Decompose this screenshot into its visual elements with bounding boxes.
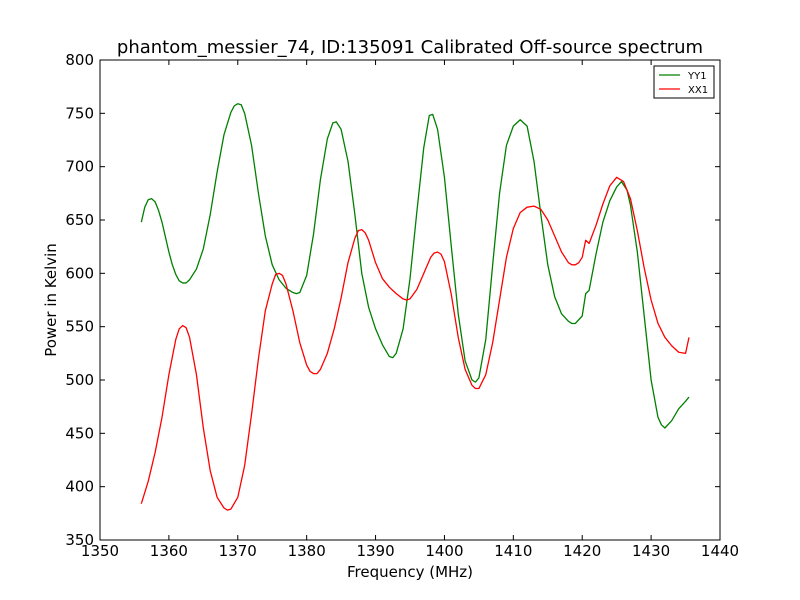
x-axis-label: Frequency (MHz) <box>347 563 473 581</box>
y-axis-label: Power in Kelvin <box>42 243 60 357</box>
x-tick-label: 1430 <box>632 542 670 560</box>
x-tick-label: 1380 <box>288 542 326 560</box>
legend-label-xx1: XX1 <box>688 85 708 96</box>
plot-area: 1350 1360 1370 1380 1390 1400 1410 1420 1430 1440… <box>65 51 739 560</box>
series-line-xx1 <box>140 176 690 511</box>
x-tick-label: 1360 <box>150 542 188 560</box>
x-tick-label: 1410 <box>494 542 532 560</box>
y-tick-label: 800 <box>65 51 94 69</box>
x-tick-label: 1390 <box>356 542 394 560</box>
y-tick-label: 350 <box>65 531 94 549</box>
legend-label-yy1: YY1 <box>687 71 707 82</box>
legend-box <box>653 65 715 99</box>
y-tick-label: 650 <box>65 211 94 229</box>
x-tick-label: 1440 <box>701 542 739 560</box>
series-line-yy1 <box>140 103 690 429</box>
x-tick-label: 1420 <box>563 542 601 560</box>
axes-frame <box>99 59 721 541</box>
y-tick-label: 600 <box>65 264 94 282</box>
x-tick-label: 1400 <box>425 542 463 560</box>
y-tick-label: 700 <box>65 158 94 176</box>
x-tick-label: 1350 <box>81 542 119 560</box>
y-tick-label: 400 <box>65 478 94 496</box>
y-tick-label: 450 <box>65 424 94 442</box>
chart-title: phantom_messier_74, ID:135091 Calibrated… <box>117 37 703 58</box>
x-tick-label: 1370 <box>219 542 257 560</box>
y-tick-label: 500 <box>65 371 94 389</box>
y-tick-label: 750 <box>65 104 94 122</box>
y-tick-label: 550 <box>65 318 94 336</box>
